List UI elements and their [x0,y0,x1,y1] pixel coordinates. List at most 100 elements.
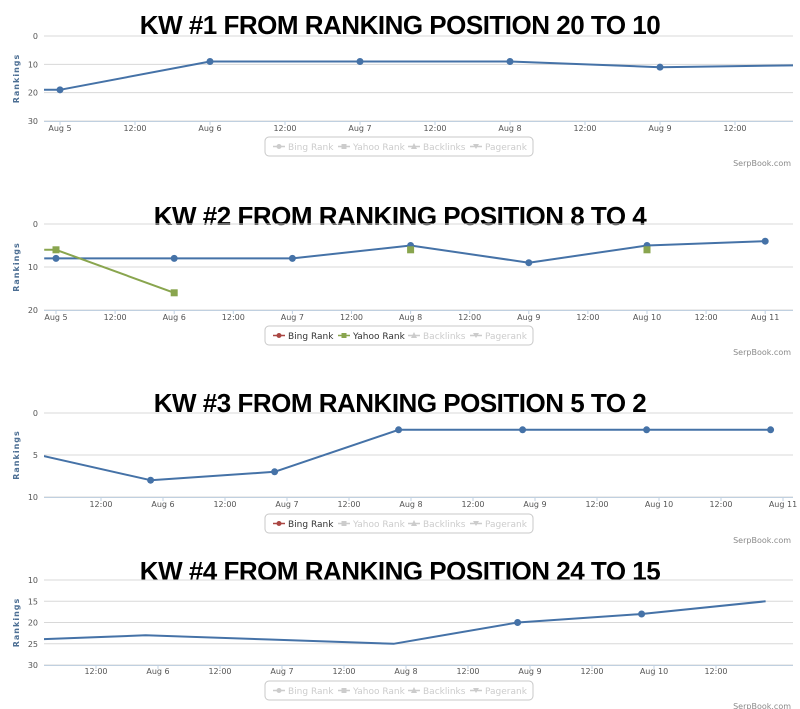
data-point [170,289,178,297]
data-point [52,254,60,262]
x-tick-label: Aug 7 [348,124,371,133]
x-tick-label: Aug 5 [48,124,71,133]
x-tick-label: 12:00 [456,667,479,676]
credit-text: SerpBook.com [733,159,791,168]
legend-marker [276,333,282,338]
legend-item-yahoo-rank[interactable]: Yahoo Rank [338,143,406,153]
legend-item-bing-rank[interactable]: Bing Rank [273,143,334,153]
legend-item-backlinks[interactable]: Backlinks [408,520,466,530]
x-tick-label: Aug 10 [633,313,661,322]
x-tick-label: Aug 6 [146,667,169,676]
legend: Bing Rank Yahoo Rank Backlinks Pagerank [264,680,534,701]
series-line-bing-rank [44,60,793,91]
legend-label: Bing Rank [288,520,334,530]
legend-label: Yahoo Rank [352,520,406,530]
x-tick-label: Aug 9 [648,124,671,133]
legend-item-pagerank[interactable]: Pagerank [470,520,528,530]
credit-text: SerpBook.com [733,348,791,357]
legend: Bing Rank Yahoo Rank Backlinks Pagerank [264,136,534,157]
legend-label: Pagerank [485,687,528,697]
y-tick-label: 10 [28,576,38,585]
plot-area [44,237,769,297]
legend-label: Backlinks [423,687,466,697]
legend-marker [473,333,479,338]
x-tick-label: Aug 9 [523,500,546,509]
chart-panel-3: KW #3 FROM RANKING POSITION 5 TO 20510Ra… [12,388,797,545]
x-tick-label: 12:00 [340,313,363,322]
chart-title: KW #4 FROM RANKING POSITION 24 TO 15 [140,556,660,586]
x-tick-label: 12:00 [104,313,127,322]
legend-item-backlinks[interactable]: Backlinks [408,332,466,342]
legend-item-pagerank[interactable]: Pagerank [470,687,528,697]
x-tick-label: Aug 8 [394,667,417,676]
data-point [288,254,296,262]
y-tick-label: 15 [28,597,38,606]
x-tick-label: 12:00 [458,313,481,322]
x-tick-label: Aug 6 [198,124,221,133]
legend-marker [473,521,479,526]
x-tick-label: Aug 9 [518,667,541,676]
legend-box [264,680,534,701]
legend-item-pagerank[interactable]: Pagerank [470,143,528,153]
y-tick-label: 0 [33,409,38,418]
x-tick-label: Aug 10 [645,500,673,509]
series-line-bing-rank [44,240,766,264]
chart-title: KW #2 FROM RANKING POSITION 8 TO 4 [154,201,648,231]
data-point [506,58,514,65]
series-line-yahoo-rank [44,248,175,294]
y-tick-label: 25 [28,640,38,649]
data-point [147,476,155,484]
legend-label: Yahoo Rank [352,332,406,342]
x-tick-label: 12:00 [222,313,245,322]
legend-label: Bing Rank [288,332,334,342]
x-tick-label: Aug 8 [399,500,422,509]
data-point [52,246,60,254]
data-point [638,610,646,618]
legend-box [264,136,534,157]
data-point [206,58,214,65]
legend-marker [473,144,479,149]
data-point [643,246,651,254]
y-axis-title: Rankings [12,242,21,292]
x-tick-label: 12:00 [123,124,146,133]
data-point [407,246,415,254]
x-tick-label: 12:00 [89,500,112,509]
x-tick-label: 12:00 [585,500,608,509]
x-tick-label: 12:00 [580,667,603,676]
legend-item-bing-rank[interactable]: Bing Rank [273,687,334,697]
legend-label: Bing Rank [288,143,334,153]
x-tick-label: Aug 7 [275,500,298,509]
legend-item-yahoo-rank[interactable]: Yahoo Rank [338,332,406,342]
legend-item-backlinks[interactable]: Backlinks [408,143,466,153]
legend-label: Backlinks [423,143,466,153]
legend-marker [411,687,417,693]
x-tick-label: 12:00 [576,313,599,322]
y-tick-label: 0 [33,220,38,229]
chart-panel-1: KW #1 FROM RANKING POSITION 20 TO 10 0 10 2… [12,10,793,168]
data-point [56,86,64,94]
legend-item-pagerank[interactable]: Pagerank [470,332,528,342]
y-tick-label: 20 [28,619,38,628]
x-tick-label: 12:00 [723,124,746,133]
y-tick-label: 30 [28,117,38,126]
legend-item-bing-rank[interactable]: Bing Rank [273,332,334,342]
y-tick-label: 5 [33,451,38,460]
x-tick-label: 12:00 [84,667,107,676]
legend-marker [276,144,282,149]
y-tick-label: 30 [28,661,38,670]
x-tick-label: 12:00 [573,124,596,133]
credit-text: SerpBook.com [733,536,791,545]
x-tick-label: Aug 9 [517,313,540,322]
legend-item-bing-rank[interactable]: Bing Rank [273,520,334,530]
legend-item-yahoo-rank[interactable]: Yahoo Rank [338,520,406,530]
legend-marker [411,332,417,338]
x-tick-label: 12:00 [461,500,484,509]
legend-item-backlinks[interactable]: Backlinks [408,687,466,697]
x-tick-label: Aug 5 [44,313,67,322]
legend-item-yahoo-rank[interactable]: Yahoo Rank [338,687,406,697]
legend-marker [411,143,417,149]
legend-label: Backlinks [423,332,466,342]
y-axis-title: Rankings [12,430,21,480]
data-point [170,254,178,262]
y-axis-title: Rankings [12,598,21,648]
